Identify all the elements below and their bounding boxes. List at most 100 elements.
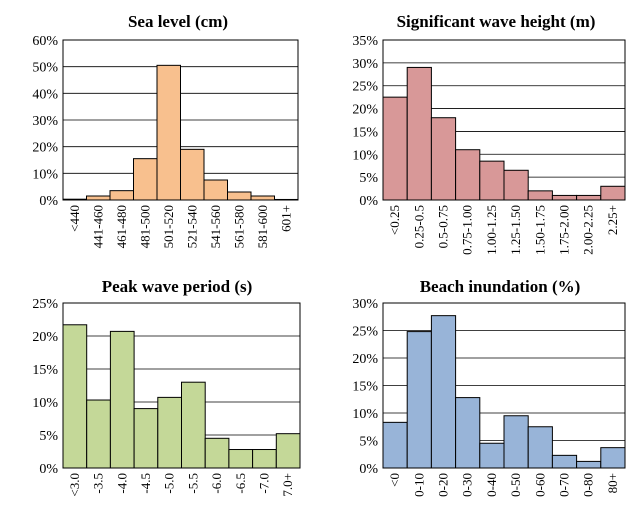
y-tick-label: 20% [32,141,58,156]
bar [252,449,277,469]
x-tick-label: 581-600 [255,205,270,248]
plot-frame [382,39,626,201]
x-tick-label: 0.25-0.5 [411,205,426,248]
bar [600,185,626,201]
x-tick-label: 441-460 [90,205,105,248]
x-tick-label: 1.00-1.25 [484,205,499,255]
y-tick-label: 30% [352,57,378,72]
x-tick-label: 0.5-0.75 [436,205,451,248]
x-tick-label: 0-50 [508,473,523,497]
bar [527,426,553,469]
x-tick-label: 1.25-1.50 [508,205,523,255]
bar [430,315,457,469]
y-tick-label: 15% [32,363,58,378]
bar [576,194,602,201]
chart-title: Peak wave period (s) [102,277,253,296]
bar [551,194,578,201]
bar [503,415,529,469]
plot-frame [62,39,299,201]
x-tick-label: 521-540 [184,205,199,248]
bar [551,454,578,469]
x-tick-label: 0-60 [532,473,547,497]
bar [576,460,602,469]
y-tick-label: 10% [32,396,58,411]
y-tick-label: 20% [352,352,378,367]
y-tick-label: 15% [352,125,378,140]
bar [157,396,183,469]
x-tick-label: 2.25+ [605,205,620,235]
bar [382,421,408,469]
bar [204,437,230,469]
plot-frame [382,302,626,469]
bar [62,324,88,469]
bar [227,191,252,201]
y-tick-label: 25% [32,297,58,312]
x-tick-label: 1.75-2.00 [557,205,572,255]
x-tick-label: <3.0 [67,473,82,497]
x-tick-label: 0-70 [557,473,572,497]
bar [382,96,408,201]
x-tick-label: <440 [67,205,82,232]
x-tick-label: 561-580 [231,205,246,248]
bar [156,64,181,201]
x-tick-label: 0-80 [581,473,596,497]
x-tick-label: 0-30 [460,473,475,497]
bar [406,66,432,201]
y-tick-label: 5% [359,171,378,186]
plot-frame [62,302,301,469]
y-tick-label: 40% [32,87,58,102]
y-tick-label: 0% [359,194,378,209]
y-tick-label: 50% [32,61,58,76]
y-tick-label: 10% [352,407,378,422]
y-tick-label: 25% [352,325,378,340]
y-tick-label: 30% [32,114,58,129]
y-tick-label: 35% [352,34,378,49]
bar [527,190,553,201]
y-tick-label: 25% [352,80,378,95]
bar [455,149,481,201]
x-tick-label: 501-520 [161,205,176,248]
bar [181,381,206,469]
y-tick-label: 0% [359,462,378,477]
bar [133,408,159,469]
bar [86,195,111,201]
y-tick-label: 60% [32,34,58,49]
y-tick-label: 5% [359,435,378,450]
y-tick-label: 30% [352,297,378,312]
y-tick-label: 0% [39,194,58,209]
x-tick-label: 461-480 [114,205,129,248]
bar [479,442,505,469]
x-tick-label: <0 [387,473,402,487]
bar [455,397,481,469]
bar [109,330,135,469]
sea-level-panel: Sea level (cm) 0% 10% 20% 30% 40% 50% 60% <440 44… [32,12,299,248]
x-tick-label: 2.00-2.25 [581,205,596,255]
bar [109,190,134,201]
x-tick-label: -6.5 [233,473,248,494]
x-tick-label: 481-500 [137,205,152,248]
y-tick-label: 10% [352,148,378,163]
y-tick-label: 15% [352,380,378,395]
bar [86,399,111,469]
bar [406,331,432,469]
bar [600,447,626,469]
bar [430,117,457,201]
x-tick-label: -5.0 [162,473,177,494]
bar [250,195,275,201]
x-tick-label: 0-40 [484,473,499,497]
y-tick-label: 5% [39,429,58,444]
x-tick-label: -4.0 [114,473,129,494]
wave-height-panel: Significant wave height (m) 0% 5% 10% 15% 20%… [352,12,626,255]
x-tick-label: -5.5 [185,473,200,494]
x-tick-label: 80+ [605,473,620,493]
y-tick-label: 20% [32,330,58,345]
y-tick-label: 0% [39,462,58,477]
x-tick-label: -3.5 [91,473,106,494]
x-tick-label: -4.5 [138,473,153,494]
y-tick-label: 20% [352,103,378,118]
y-tick-label: 10% [32,167,58,182]
x-tick-label: -6.0 [209,473,224,494]
chart-title: Beach inundation (%) [420,277,581,296]
x-tick-label: 601+ [278,205,293,232]
